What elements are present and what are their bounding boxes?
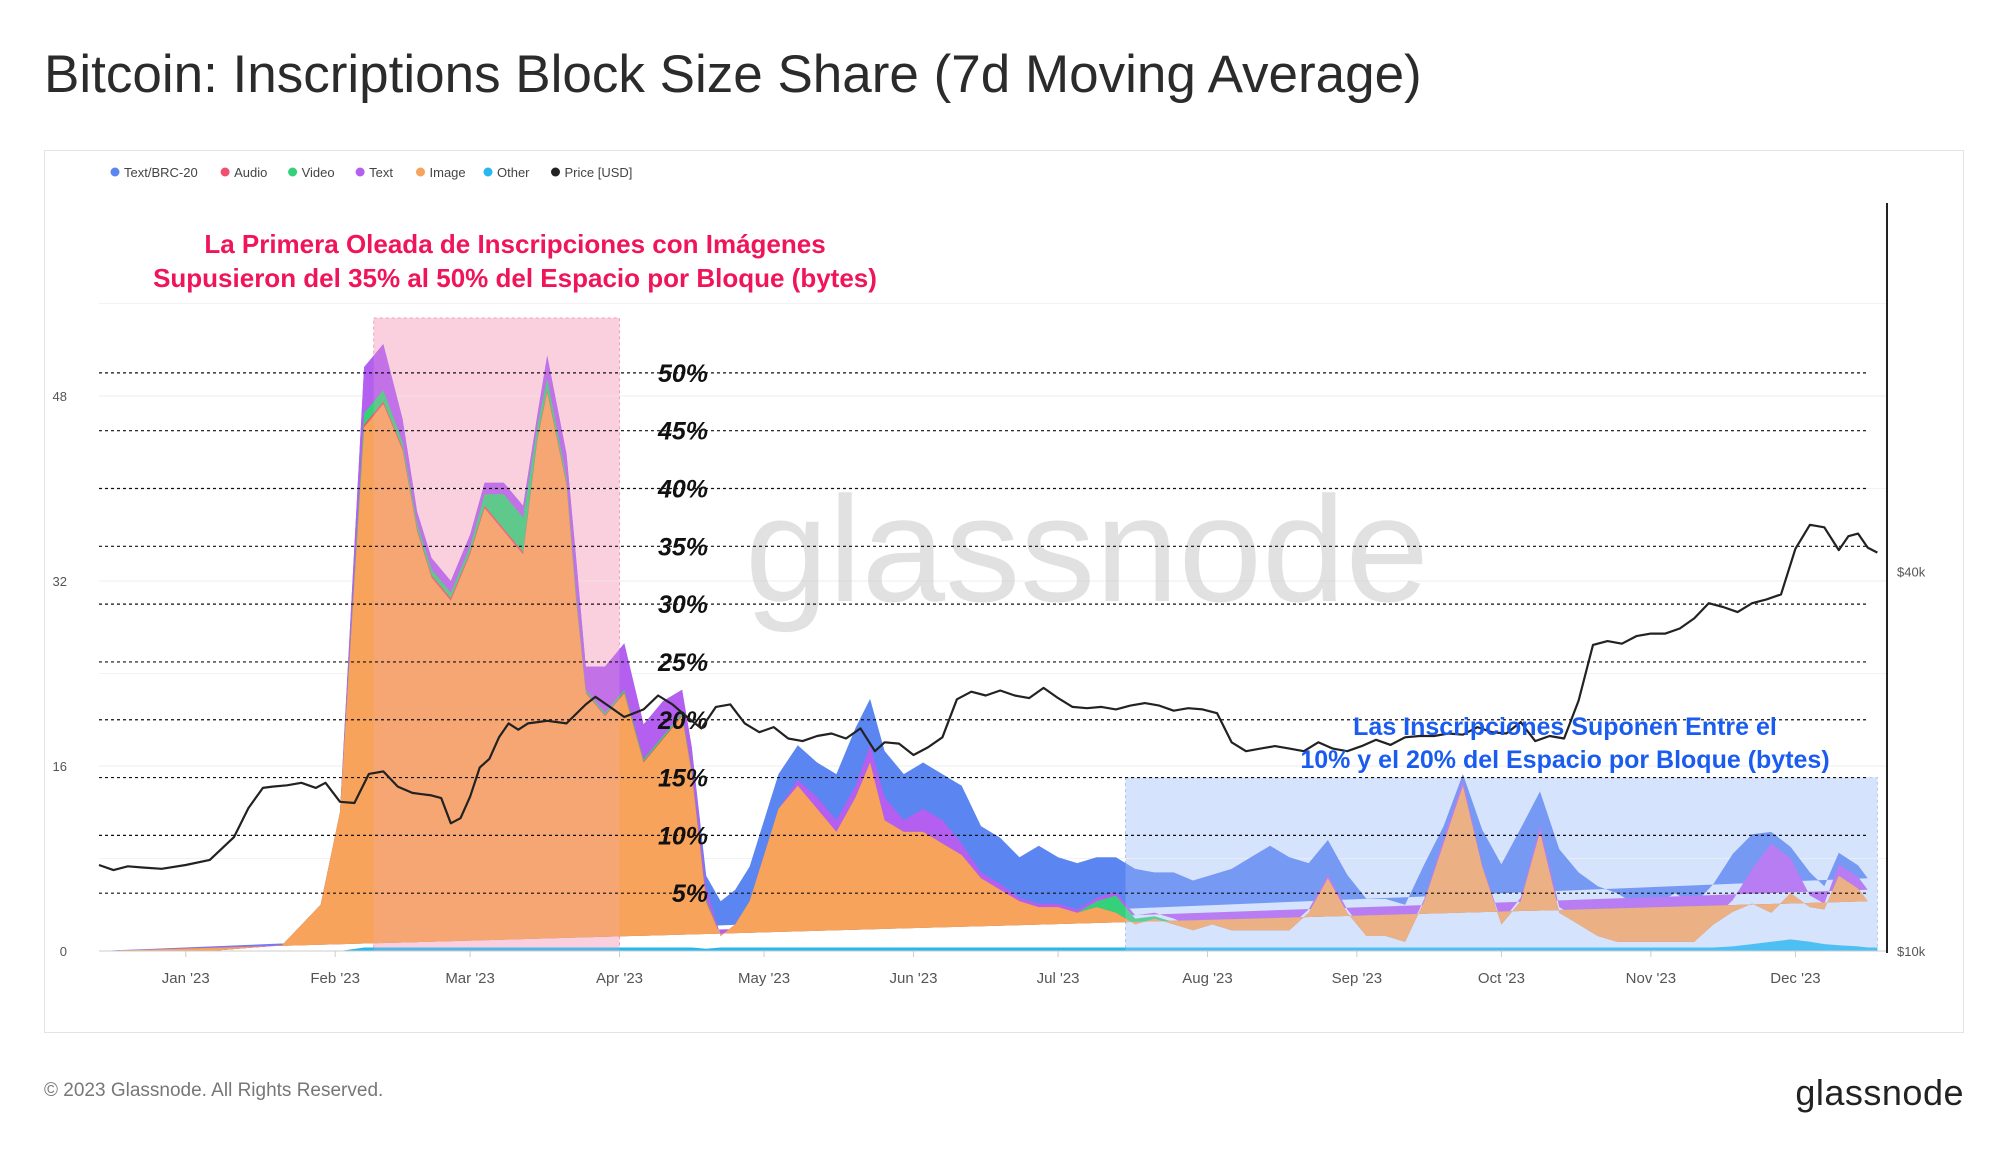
x-tick-label: Oct '23 (1478, 970, 1525, 987)
area-image (99, 392, 1868, 951)
x-tick-label: Feb '23 (310, 970, 360, 987)
legend-dot (355, 167, 365, 177)
first-wave-tint (373, 318, 620, 951)
y-left-tick-label: 32 (53, 574, 67, 589)
recent-annotation: 10% y el 20% del Espacio por Bloque (byt… (1300, 746, 1829, 774)
x-tick-label: Sep '23 (1332, 970, 1382, 987)
pct-guide-label: 30% (658, 591, 708, 619)
legend: Text/BRC-20 Audio Video Text Image Other Price… (110, 165, 633, 180)
pct-guide-label: 5% (672, 880, 708, 908)
pct-guide-label: 35% (658, 533, 708, 561)
footer-copyright: © 2023 Glassnode. All Rights Reserved. (44, 1080, 384, 1101)
recent-annotation: Las Inscripciones Suponen Entre el (1353, 713, 1777, 741)
watermark: glassnode (745, 465, 1429, 633)
legend-label: Image (430, 165, 466, 180)
legend-label: Price [USD] (565, 165, 633, 180)
x-tick-label: Aug '23 (1182, 970, 1232, 987)
legend-dot (483, 167, 493, 177)
price-series (98, 523, 1878, 872)
x-tick-label: May '23 (738, 970, 790, 987)
x-tick-label: Jan '23 (162, 970, 210, 987)
y-left-tick-label: 16 (53, 759, 67, 774)
y-right-tick-label: $40k (1897, 565, 1926, 580)
x-tick-label: Jun '23 (890, 970, 938, 987)
y-left-tick-label: 0 (60, 944, 67, 959)
x-tick-label: Apr '23 (596, 970, 643, 987)
legend-label: Video (302, 165, 335, 180)
pct-guide-label: 25% (657, 649, 708, 677)
legend-dot (416, 167, 425, 177)
pct-guide-label: 45% (657, 418, 708, 446)
legend-label: Text/BRC-20 (124, 165, 198, 180)
legend-dot (288, 167, 298, 177)
legend-label: Audio (234, 165, 267, 180)
price-line (98, 523, 1878, 872)
legend-dot (220, 167, 230, 177)
legend-dot (110, 167, 120, 177)
percent-guides: 5% 10% 15% 20% 25% 30% 35% 40% 45% 50% (99, 360, 1867, 908)
pct-guide-label: 20% (657, 707, 708, 735)
legend-label: Text (369, 165, 393, 180)
first-wave-annotation: Supusieron del 35% al 50% del Espacio po… (153, 263, 877, 293)
annotations: La Primera Oleada de Inscripciones con I… (153, 229, 1830, 774)
glassnode-logo[interactable]: glassnode (1795, 1072, 1964, 1113)
page-title: Bitcoin: Inscriptions Block Size Share (… (44, 45, 1422, 104)
x-tick-label: Mar '23 (445, 970, 495, 987)
pct-guide-label: 50% (658, 360, 708, 388)
legend-dot (551, 167, 560, 177)
y-right-tick-label: $10k (1897, 944, 1926, 959)
pct-guide-label: 10% (658, 822, 708, 850)
chart-panel: Text/BRC-20 Audio Video Text Image Other Price… (44, 150, 1964, 1033)
x-tick-label: Jul '23 (1037, 970, 1080, 987)
x-tick-label: Nov '23 (1626, 970, 1676, 987)
stacked-areas (99, 318, 1878, 951)
recent-tint (1125, 777, 1878, 951)
axes: Jan '23 Feb '23 Mar '23 Apr '23 May '23 Jun '… (53, 203, 1926, 987)
area-other (99, 939, 1878, 951)
pct-guide-label: 15% (658, 765, 708, 793)
pct-guide-label: 40% (657, 476, 708, 504)
x-tick-label: Dec '23 (1770, 970, 1820, 987)
y-left-tick-label: 48 (53, 389, 67, 404)
chart-svg: Text/BRC-20 Audio Video Text Image Other Price… (53, 165, 1926, 987)
legend-label: Other (497, 165, 530, 180)
first-wave-annotation: La Primera Oleada de Inscripciones con I… (204, 229, 825, 259)
